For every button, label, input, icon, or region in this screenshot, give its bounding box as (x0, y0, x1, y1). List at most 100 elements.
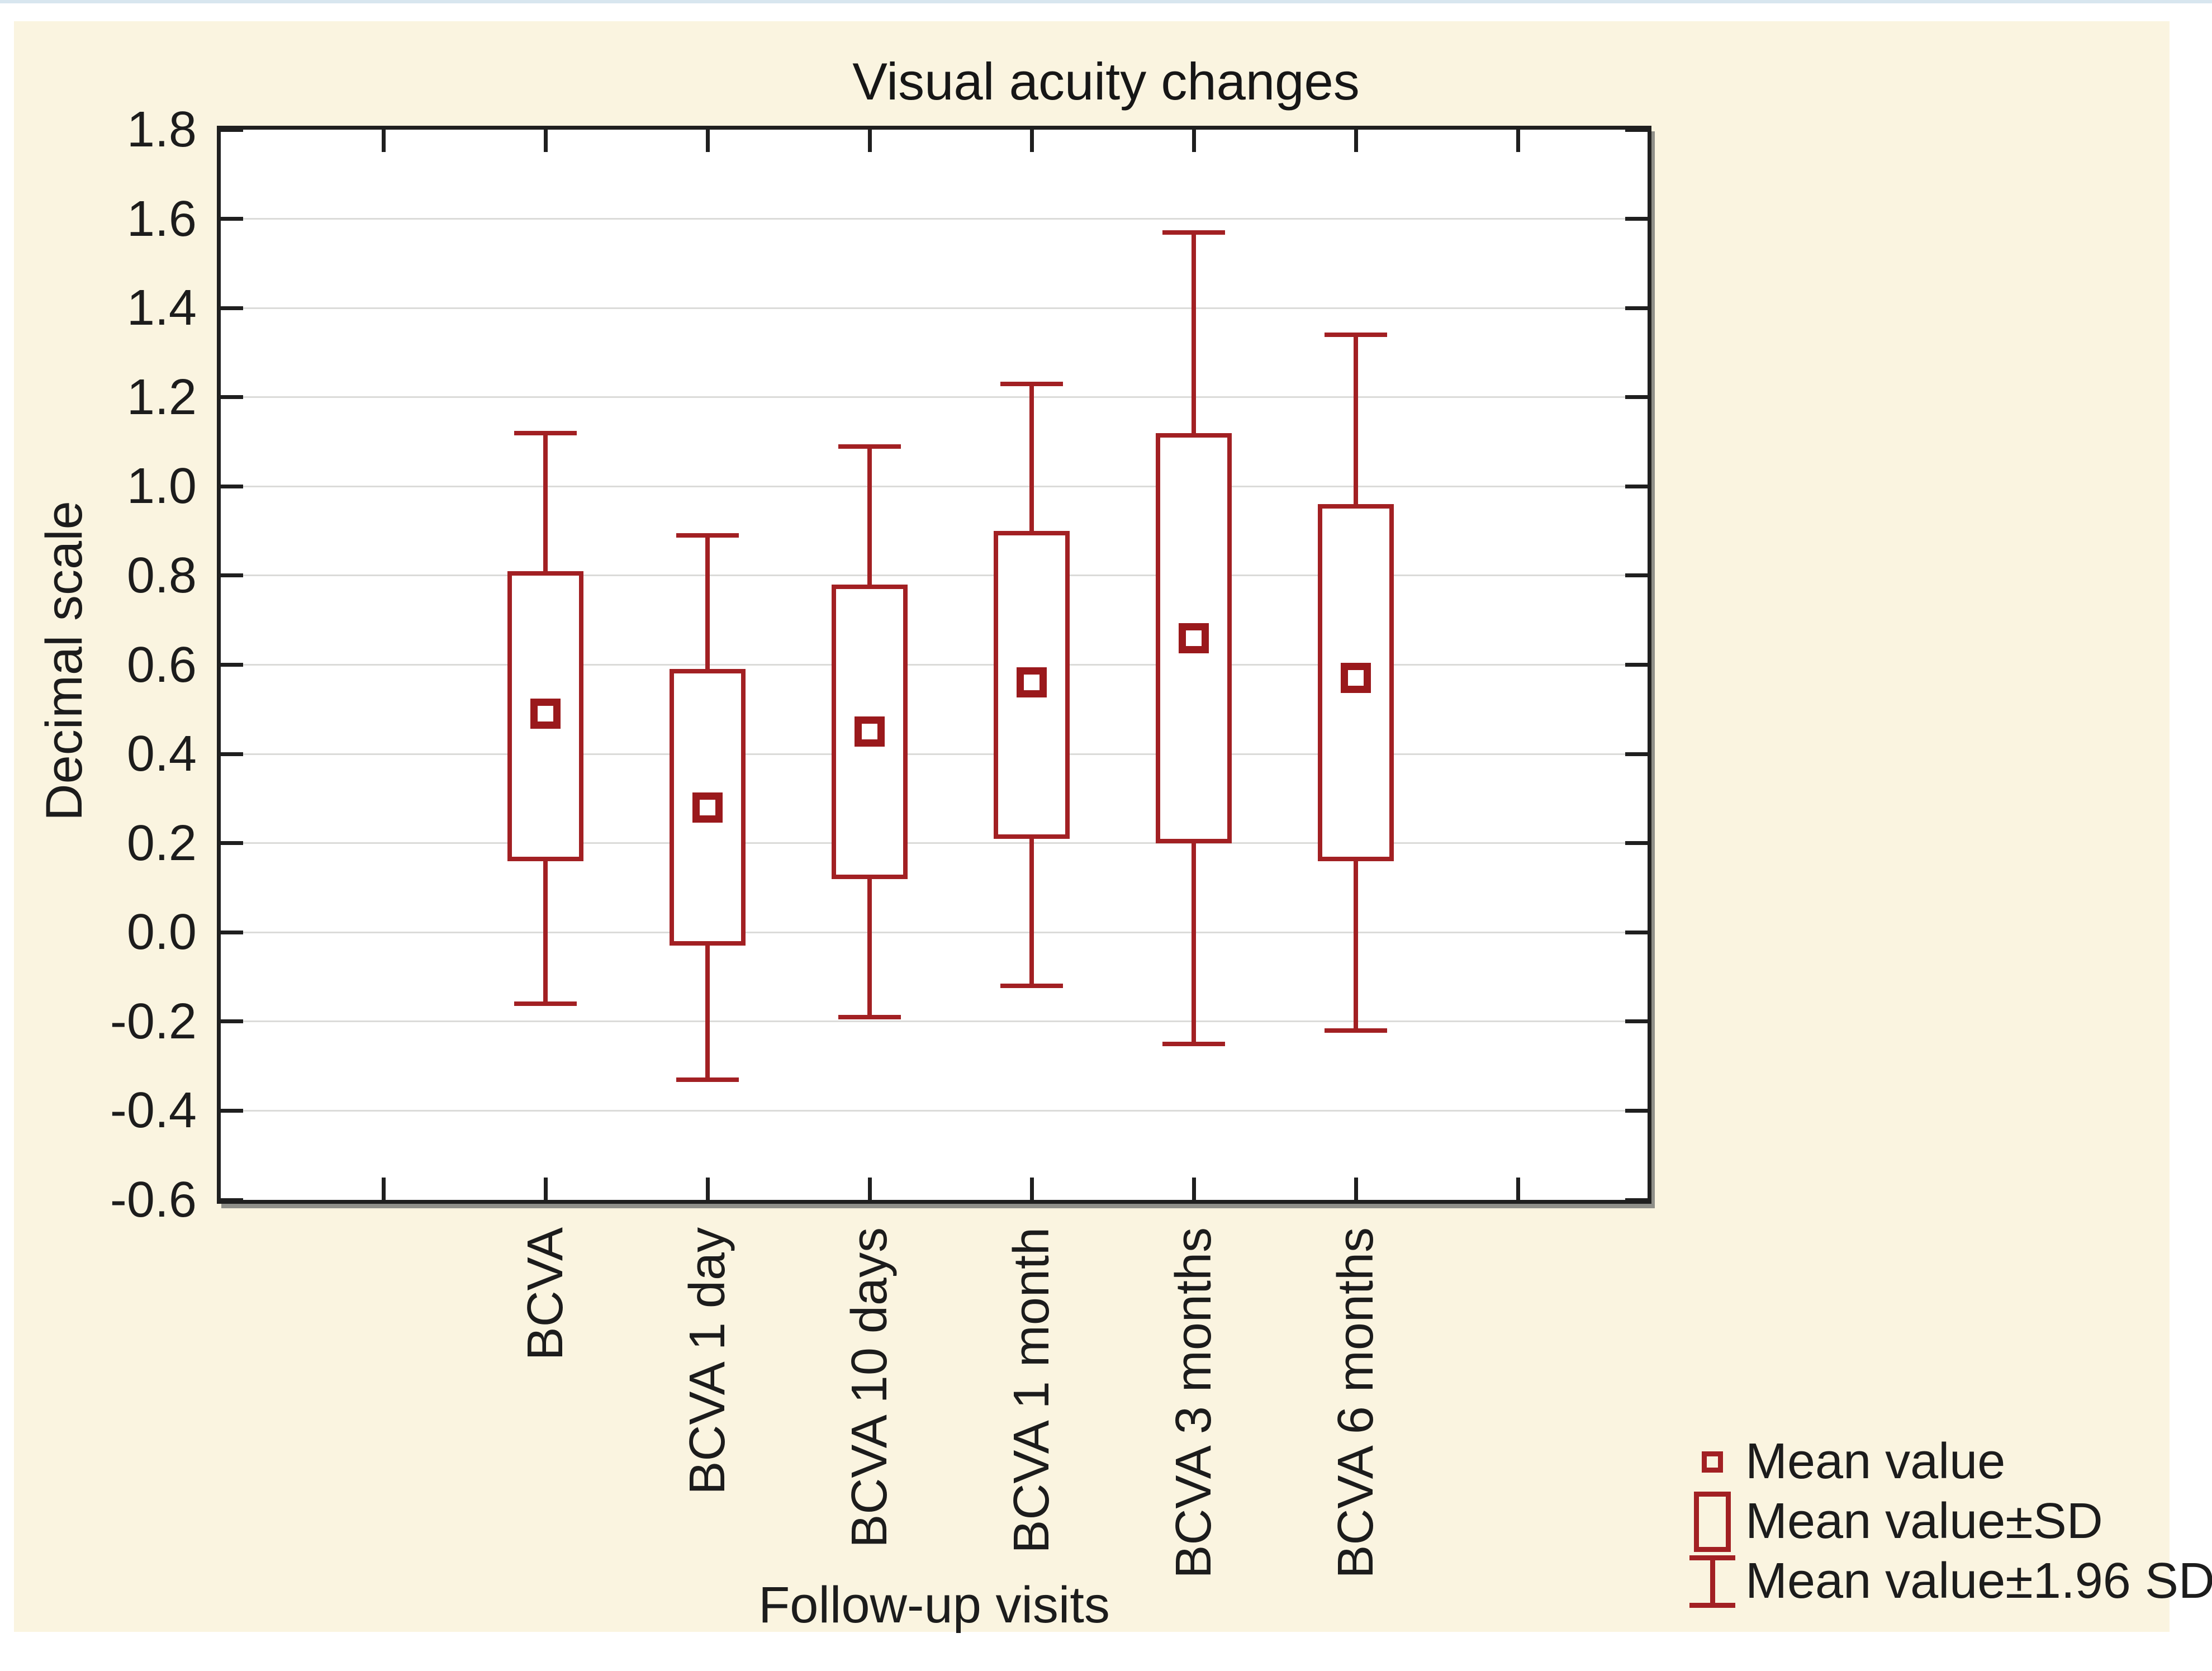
whisker-cap-bottom (838, 1014, 901, 1019)
x-axis-tick-top (705, 130, 710, 152)
x-category-label: BCVA (516, 1227, 575, 1363)
x-axis-tick-top (1516, 130, 1520, 152)
y-tick-label: 0.4 (126, 726, 197, 782)
y-tick-label: -0.2 (110, 993, 197, 1050)
y-axis-tick-right (1625, 930, 1648, 934)
x-axis-title: Follow-up visits (758, 1577, 1110, 1634)
y-axis-title-text: Decimal scale (36, 501, 93, 821)
y-axis-tick-right (1625, 663, 1648, 667)
y-axis-tick-right (1625, 1198, 1648, 1202)
y-tick-label: 1.2 (126, 369, 197, 425)
x-category-label: BCVA 6 months (1327, 1227, 1385, 1582)
chart-title: Visual acuity changes (852, 52, 1360, 111)
y-tick-label: 1.4 (126, 280, 197, 336)
y-axis-tick-right (1625, 484, 1648, 488)
sd-box-icon (1694, 1491, 1731, 1552)
whisker-ibeam-icon (1689, 1555, 1735, 1608)
whisker-cap-bottom (514, 1001, 577, 1006)
whisker-cap-top (676, 533, 739, 538)
y-axis-tick-left (221, 127, 243, 132)
y-axis-title: Decimal scale (35, 501, 93, 824)
y-axis-tick-left (221, 484, 243, 488)
gridline (221, 753, 1648, 755)
sd-box (832, 584, 908, 879)
y-tick-label: 0.8 (126, 547, 197, 604)
x-category-label: BCVA 3 months (1165, 1227, 1223, 1582)
y-axis-tick-right (1625, 217, 1648, 221)
legend-label: Mean value±SD (1745, 1493, 2103, 1549)
legend-label: Mean value (1745, 1433, 2006, 1489)
y-axis-tick-left (221, 1019, 243, 1024)
whisker-cap-bottom (676, 1077, 739, 1082)
y-axis-tick-left (221, 1108, 243, 1113)
mean-marker (1017, 667, 1047, 698)
x-category-label-text: BCVA 6 months (1328, 1227, 1384, 1579)
gridline (221, 664, 1648, 666)
legend-item-sd: Mean value±SD (1679, 1491, 2212, 1552)
y-tick-label: -0.6 (110, 1172, 197, 1228)
legend: Mean value Mean value±SD Mean value±1.96… (1679, 1432, 2212, 1611)
x-axis-tick-bottom (543, 1178, 548, 1200)
y-axis-tick-right (1625, 306, 1648, 310)
gridline (221, 931, 1648, 933)
mean-marker (530, 699, 561, 729)
y-tick-label: 0.0 (126, 904, 197, 961)
x-axis-tick-bottom (705, 1178, 710, 1200)
x-axis-tick-bottom (381, 1178, 386, 1200)
y-axis-tick-left (221, 306, 243, 310)
y-axis-tick-left (221, 1198, 243, 1202)
x-category-label: BCVA 1 month (1003, 1227, 1061, 1556)
gridline (221, 396, 1648, 398)
x-category-label-text: BCVA 1 month (1004, 1227, 1060, 1554)
whisker-cap-bottom (1325, 1028, 1388, 1033)
whisker-cap-bottom (1000, 984, 1064, 988)
y-tick-label: 1.0 (126, 458, 197, 515)
gridline (221, 1020, 1648, 1023)
gridline (221, 218, 1648, 220)
y-axis-tick-left (221, 573, 243, 578)
mean-marker (1179, 623, 1209, 653)
plot-area (217, 126, 1651, 1204)
x-axis-tick-bottom (1354, 1178, 1358, 1200)
window-top-edge (0, 0, 2212, 3)
y-axis-tick-left (221, 841, 243, 846)
x-axis-tick-bottom (1029, 1178, 1034, 1200)
legend-label: Mean value±1.96 SD (1745, 1553, 2212, 1609)
x-axis-tick-top (381, 130, 386, 152)
legend-item-mean: Mean value (1679, 1432, 2212, 1492)
gridline (221, 842, 1648, 844)
x-category-label: BCVA 10 days (841, 1227, 899, 1551)
x-category-label-text: BCVA 1 day (680, 1227, 736, 1495)
x-category-label-text: BCVA 3 months (1166, 1227, 1222, 1579)
y-tick-label: -0.4 (110, 1083, 197, 1139)
mean-marker (855, 716, 885, 747)
mean-marker (692, 792, 723, 823)
x-category-label: BCVA 1 day (678, 1227, 737, 1498)
y-axis-tick-right (1625, 1019, 1648, 1024)
mean-square-icon (1702, 1451, 1723, 1473)
y-axis-tick-left (221, 663, 243, 667)
y-axis-tick-right (1625, 752, 1648, 756)
x-axis-tick-top (867, 130, 872, 152)
whisker-cap-top (1325, 333, 1388, 338)
whisker-cap-top (514, 430, 577, 435)
whisker-cap-top (1000, 381, 1064, 386)
y-axis-tick-right (1625, 841, 1648, 846)
y-tick-label: 0.6 (126, 637, 197, 693)
y-axis-tick-left (221, 217, 243, 221)
x-axis-tick-bottom (1192, 1178, 1196, 1200)
y-axis-tick-right (1625, 573, 1648, 578)
y-axis-tick-left (221, 930, 243, 934)
legend-item-196sd: Mean value±1.96 SD (1679, 1551, 2212, 1611)
y-axis-tick-left (221, 752, 243, 756)
y-axis-tick-left (221, 395, 243, 400)
x-axis-tick-top (1192, 130, 1196, 152)
x-axis-tick-top (1029, 130, 1034, 152)
x-axis-tick-top (543, 130, 548, 152)
y-tick-label: 1.8 (126, 102, 197, 158)
gridline (221, 307, 1648, 309)
y-axis-tick-right (1625, 127, 1648, 132)
x-axis-tick-bottom (867, 1178, 872, 1200)
gridline (221, 575, 1648, 577)
